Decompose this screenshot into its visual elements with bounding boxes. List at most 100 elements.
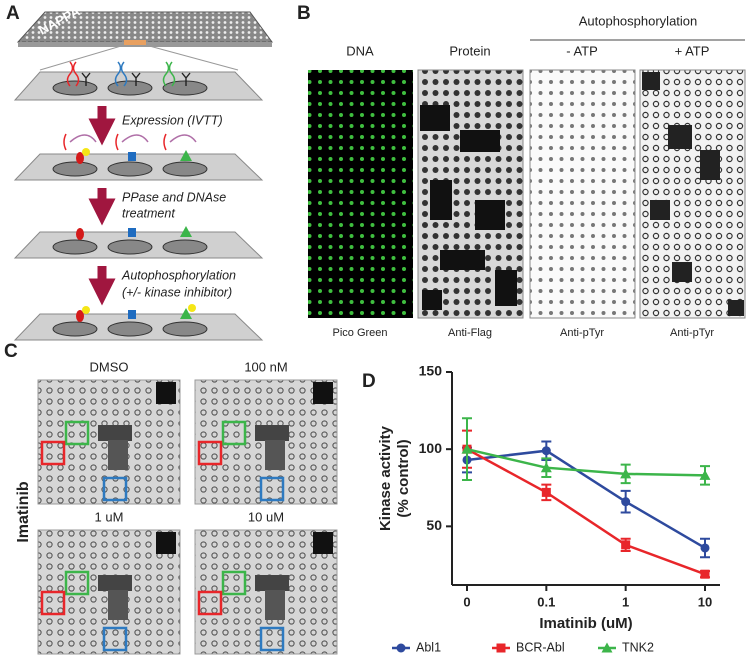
y-tick-label: 50 <box>426 517 442 533</box>
panel-letter: D <box>362 371 376 392</box>
decoration <box>128 310 136 319</box>
image-caption: Pico Green <box>332 327 387 339</box>
zoom-line <box>39 43 129 71</box>
c-y-label: Imatinib <box>15 481 32 543</box>
highlight-box <box>221 420 247 446</box>
image-title: 100 nM <box>244 359 287 374</box>
decoration <box>52 321 98 337</box>
decoration <box>162 161 208 177</box>
decoration <box>162 239 208 255</box>
array-blob <box>156 382 176 404</box>
decoration <box>128 152 136 161</box>
legend-label: BCR-Abl <box>516 640 565 654</box>
marker <box>601 642 613 653</box>
array-blob <box>313 532 333 554</box>
marker <box>461 443 473 454</box>
slide-step-0 <box>13 61 264 101</box>
highlight-box <box>64 420 90 446</box>
decoration <box>76 310 84 322</box>
array-blob <box>98 575 132 591</box>
decoration <box>114 61 128 87</box>
highlight-box <box>221 570 247 596</box>
decoration <box>420 105 450 131</box>
array-blobs <box>642 72 744 316</box>
decoration <box>128 228 136 237</box>
highlight-box <box>259 476 285 502</box>
highlight-box <box>102 476 128 502</box>
decoration <box>52 239 98 255</box>
step-label: Autophosphorylation <box>121 268 236 282</box>
marker <box>620 468 632 479</box>
array-blob <box>98 425 132 441</box>
decoration <box>76 228 84 240</box>
array-blob <box>265 440 285 470</box>
decoration <box>162 321 208 337</box>
highlight-box <box>40 590 66 616</box>
decoration <box>52 161 98 177</box>
decoration <box>700 150 720 180</box>
x-tick-label: 0 <box>463 594 470 609</box>
image-caption: Anti-pTyr <box>560 327 604 339</box>
x-tick-label: 1 <box>622 594 629 609</box>
image-title: DNA <box>346 43 374 58</box>
step-label: PPase and DNAse <box>122 190 226 204</box>
series-line <box>466 449 706 550</box>
marker <box>396 643 406 653</box>
highlight-box <box>64 570 90 596</box>
slide-step-3 <box>13 304 264 341</box>
decoration <box>440 250 485 270</box>
array-blobs <box>420 105 517 310</box>
array-blob <box>108 440 128 470</box>
slide-step-1 <box>13 133 264 181</box>
y-tick-label: 100 <box>419 440 443 456</box>
panel-letter: C <box>4 341 18 362</box>
zoom-region <box>124 40 146 45</box>
decoration <box>188 304 196 312</box>
image-title: + ATP <box>675 43 710 58</box>
y-axis-label: Kinase activity <box>377 425 394 531</box>
image-title: - ATP <box>566 43 598 58</box>
decoration <box>52 80 98 96</box>
panel-letter: B <box>297 3 311 24</box>
decoration <box>66 61 80 87</box>
image-caption: Anti-Flag <box>448 327 492 339</box>
decoration <box>107 80 153 96</box>
array-blob <box>265 590 285 620</box>
marker <box>699 469 711 480</box>
decoration <box>76 152 84 164</box>
decoration <box>63 133 167 151</box>
step-label: (+/- kinase inhibitor) <box>122 285 232 299</box>
x-tick-label: 10 <box>698 594 712 609</box>
marker <box>541 487 551 497</box>
decoration <box>107 239 153 255</box>
marker <box>621 497 631 507</box>
decoration <box>650 200 670 220</box>
y-tick-label: 150 <box>419 363 443 379</box>
marker <box>700 569 710 579</box>
decoration <box>107 161 153 177</box>
decoration <box>107 321 153 337</box>
legend-label: TNK2 <box>622 640 654 654</box>
marker <box>541 446 551 456</box>
decoration <box>668 125 692 149</box>
decoration <box>81 72 191 86</box>
highlight-box <box>102 626 128 652</box>
decoration <box>162 80 208 96</box>
array-blob <box>156 532 176 554</box>
highlight-box <box>40 440 66 466</box>
decoration <box>82 306 90 314</box>
panel-d: D 50 100 150 0 0.1 1 10 Imatinib (uM) Kinase act… <box>362 363 720 654</box>
decoration <box>430 180 452 220</box>
y-axis-label: (% control) <box>395 439 412 517</box>
array-blob <box>255 425 289 441</box>
slide-step-2 <box>13 226 264 259</box>
panel-c: C Imatinib DMSO 100 nM 1 uM 10 uM <box>4 341 338 655</box>
x-axis-label: Imatinib (uM) <box>539 615 632 632</box>
decoration <box>180 150 192 161</box>
step-label: Expression (IVTT) <box>122 113 223 127</box>
highlight-box <box>259 626 285 652</box>
marker <box>700 543 710 553</box>
panel-b: B Autophosphorylation DNA Protein - ATP … <box>297 3 746 339</box>
